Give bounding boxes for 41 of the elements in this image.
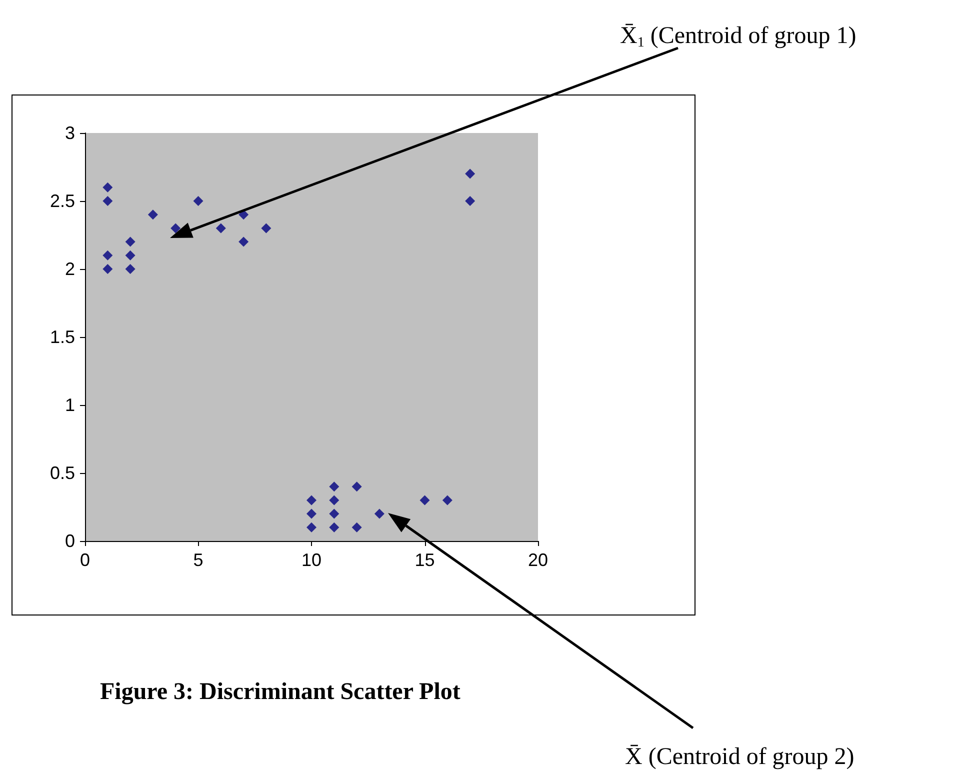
point [125,264,136,274]
point [352,482,362,492]
point [306,495,316,506]
point [465,168,476,179]
point [102,182,113,192]
point [329,522,340,532]
point [125,236,136,247]
text: X̄ (Centroid of group 2) [625,744,854,770]
y-tick-label: 0 [64,531,75,551]
x-tick-label: 20 [528,550,548,570]
point [216,223,226,234]
point [306,522,316,532]
point [306,508,316,519]
point [420,495,430,506]
point [125,250,136,260]
point [238,236,249,247]
text: Figure 3: Discriminant Scatter Plot [100,679,460,705]
x-tick-label: 10 [301,550,322,570]
point [102,196,113,206]
y-tick-label: 2 [64,259,75,279]
point [465,196,476,206]
point [261,223,272,234]
x-tick-label: 0 [80,550,90,570]
point [352,522,362,532]
point [102,250,113,260]
x-tick-label: 15 [414,550,435,570]
point [329,482,340,492]
point [170,223,181,234]
y-tick-label: 2.5 [50,191,75,211]
y-tick-label: 3 [64,123,75,143]
x-tick-label: 5 [193,550,204,570]
y-tick-label: 1.5 [50,327,75,347]
point [329,508,340,519]
point [329,495,340,506]
y-tick-label: 1 [64,395,75,415]
point [102,264,113,274]
point [148,210,158,220]
point [193,196,204,206]
y-tick-label: 0.5 [50,463,75,483]
point [442,495,452,506]
point [374,508,384,519]
